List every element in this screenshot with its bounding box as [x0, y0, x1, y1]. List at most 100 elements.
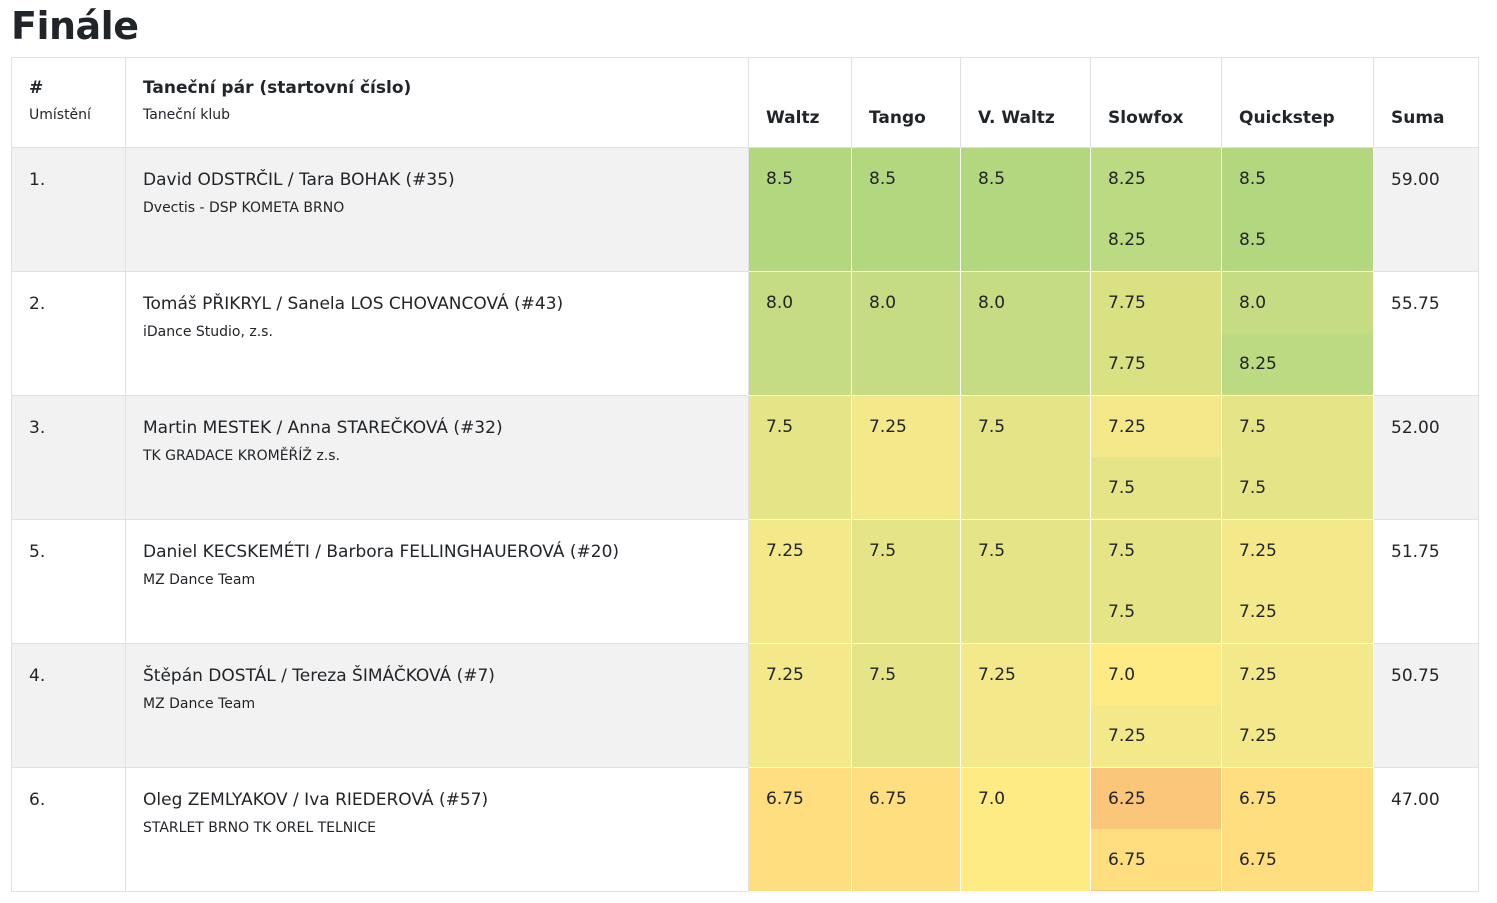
club-name: iDance Studio, z.s.	[143, 324, 273, 340]
score-value: 8.0	[1222, 272, 1373, 333]
score-cell-quickstep: 7.25 7.25	[1221, 643, 1374, 768]
header-tango: Tango	[851, 57, 961, 148]
table-row: 1. David ODSTRČIL / Tara BOHAK (#35) Dvect…	[11, 147, 1479, 272]
rank-cell: 2.	[11, 271, 126, 396]
score-value: 8.5	[1222, 148, 1373, 209]
sum-cell: 52.00	[1373, 395, 1479, 520]
score-cell-v-waltz: 7.5	[960, 519, 1091, 644]
pair-name: Tomáš PŘIKRYL / Sanela LOS CHOVANCOVÁ (#…	[143, 294, 564, 314]
score-value: 7.75	[1091, 272, 1221, 333]
score-value: 6.75	[1091, 829, 1221, 890]
score-cell-tango: 6.75	[851, 767, 961, 892]
score-value: 8.0	[749, 272, 851, 395]
pair-name: Daniel KECSKEMÉTI / Barbora FELLINGHAUER…	[143, 542, 620, 562]
table-row: 3. Martin MESTEK / Anna STAREČKOVÁ (#32) T…	[11, 395, 1479, 520]
score-value: 7.5	[1222, 457, 1373, 518]
score-value: 6.25	[1091, 768, 1221, 829]
score-value: 7.5	[852, 520, 960, 643]
score-value: 7.5	[1222, 396, 1373, 457]
score-value: 8.25	[1091, 209, 1221, 270]
score-cell-waltz: 6.75	[748, 767, 852, 892]
header-waltz: Waltz	[748, 57, 852, 148]
score-value: 7.5	[1091, 457, 1221, 518]
club-name: MZ Dance Team	[143, 572, 256, 588]
score-value: 7.5	[1091, 581, 1221, 642]
score-value: 7.25	[1091, 705, 1221, 766]
score-cell-waltz: 8.0	[748, 271, 852, 396]
score-value: 7.0	[961, 768, 1090, 891]
score-cell-v-waltz: 7.0	[960, 767, 1091, 892]
score-value: 7.25	[1222, 520, 1373, 581]
score-value: 7.5	[749, 396, 851, 519]
club-name: MZ Dance Team	[143, 696, 256, 712]
score-value: 7.25	[1091, 396, 1221, 457]
score-cell-quickstep: 6.75 6.75	[1221, 767, 1374, 892]
score-value: 7.5	[961, 520, 1090, 643]
rank-cell: 1.	[11, 147, 126, 272]
sum-cell: 47.00	[1373, 767, 1479, 892]
score-value: 8.5	[852, 148, 960, 271]
table-row: 2. Tomáš PŘIKRYL / Sanela LOS CHOVANCOVÁ …	[11, 271, 1479, 396]
score-cell-quickstep: 8.0 8.25	[1221, 271, 1374, 396]
score-value: 7.5	[852, 644, 960, 767]
page-title: Finále	[11, 4, 139, 48]
score-cell-v-waltz: 8.5	[960, 147, 1091, 272]
table-row: 4. Štěpán DOSTÁL / Tereza ŠIMÁČKOVÁ (#7) M…	[11, 643, 1479, 768]
header-slowfox: Slowfox	[1090, 57, 1222, 148]
score-value: 7.25	[1222, 644, 1373, 705]
score-value: 8.25	[1222, 333, 1373, 394]
rank-cell: 5.	[11, 519, 126, 644]
club-name: TK GRADACE KROMĚŘÍŽ z.s.	[143, 448, 340, 464]
sum-cell: 50.75	[1373, 643, 1479, 768]
pair-cell: David ODSTRČIL / Tara BOHAK (#35) Dvectis…	[125, 147, 749, 272]
score-value: 8.0	[961, 272, 1090, 395]
score-cell-quickstep: 7.5 7.5	[1221, 395, 1374, 520]
sum-cell: 55.75	[1373, 271, 1479, 396]
score-cell-slowfox: 6.25 6.75	[1090, 767, 1222, 892]
score-cell-tango: 7.25	[851, 395, 961, 520]
rank-cell: 6.	[11, 767, 126, 892]
score-value: 7.25	[749, 644, 851, 767]
score-value: 7.25	[961, 644, 1090, 767]
pair-name: Štěpán DOSTÁL / Tereza ŠIMÁČKOVÁ (#7)	[143, 666, 495, 686]
score-value: 7.25	[1222, 581, 1373, 642]
score-value: 7.5	[1091, 520, 1221, 581]
score-cell-tango: 8.0	[851, 271, 961, 396]
score-cell-tango: 7.5	[851, 643, 961, 768]
header-row: # Umístění Taneční pár (startovní číslo)…	[11, 57, 1479, 148]
header-pair: Taneční pár (startovní číslo) Taneční kl…	[125, 57, 749, 148]
score-value: 8.5	[961, 148, 1090, 271]
score-value: 7.25	[749, 520, 851, 643]
score-cell-tango: 8.5	[851, 147, 961, 272]
score-value: 7.5	[961, 396, 1090, 519]
score-value: 7.75	[1091, 333, 1221, 394]
sum-cell: 51.75	[1373, 519, 1479, 644]
header-sum: Suma	[1373, 57, 1479, 148]
header-rank-sublabel: Umístění	[29, 107, 91, 123]
score-cell-waltz: 7.5	[748, 395, 852, 520]
score-value: 6.75	[1222, 768, 1373, 829]
score-cell-waltz: 8.5	[748, 147, 852, 272]
sum-cell: 59.00	[1373, 147, 1479, 272]
table-row: 6. Oleg ZEMLYAKOV / Iva RIEDEROVÁ (#57) ST…	[11, 767, 1479, 892]
club-name: Dvectis - DSP KOMETA BRNO	[143, 200, 345, 216]
score-cell-quickstep: 8.5 8.5	[1221, 147, 1374, 272]
score-cell-waltz: 7.25	[748, 519, 852, 644]
table-row: 5. Daniel KECSKEMÉTI / Barbora FELLINGHAU…	[11, 519, 1479, 644]
pair-cell: Štěpán DOSTÁL / Tereza ŠIMÁČKOVÁ (#7) MZ …	[125, 643, 749, 768]
score-cell-slowfox: 7.0 7.25	[1090, 643, 1222, 768]
score-value: 8.0	[852, 272, 960, 395]
club-name: STARLET BRNO TK OREL TELNICE	[143, 820, 377, 836]
score-cell-slowfox: 8.25 8.25	[1090, 147, 1222, 272]
pair-name: Oleg ZEMLYAKOV / Iva RIEDEROVÁ (#57)	[143, 790, 489, 810]
header-v-waltz: V. Waltz	[960, 57, 1091, 148]
score-value: 8.25	[1091, 148, 1221, 209]
score-value: 8.5	[749, 148, 851, 271]
score-cell-waltz: 7.25	[748, 643, 852, 768]
score-value: 6.75	[1222, 829, 1373, 890]
pair-cell: Oleg ZEMLYAKOV / Iva RIEDEROVÁ (#57) STAR…	[125, 767, 749, 892]
rank-cell: 4.	[11, 643, 126, 768]
header-rank-label: #	[29, 78, 44, 98]
pair-cell: Martin MESTEK / Anna STAREČKOVÁ (#32) TK …	[125, 395, 749, 520]
header-pair-label: Taneční pár (startovní číslo)	[143, 78, 412, 98]
